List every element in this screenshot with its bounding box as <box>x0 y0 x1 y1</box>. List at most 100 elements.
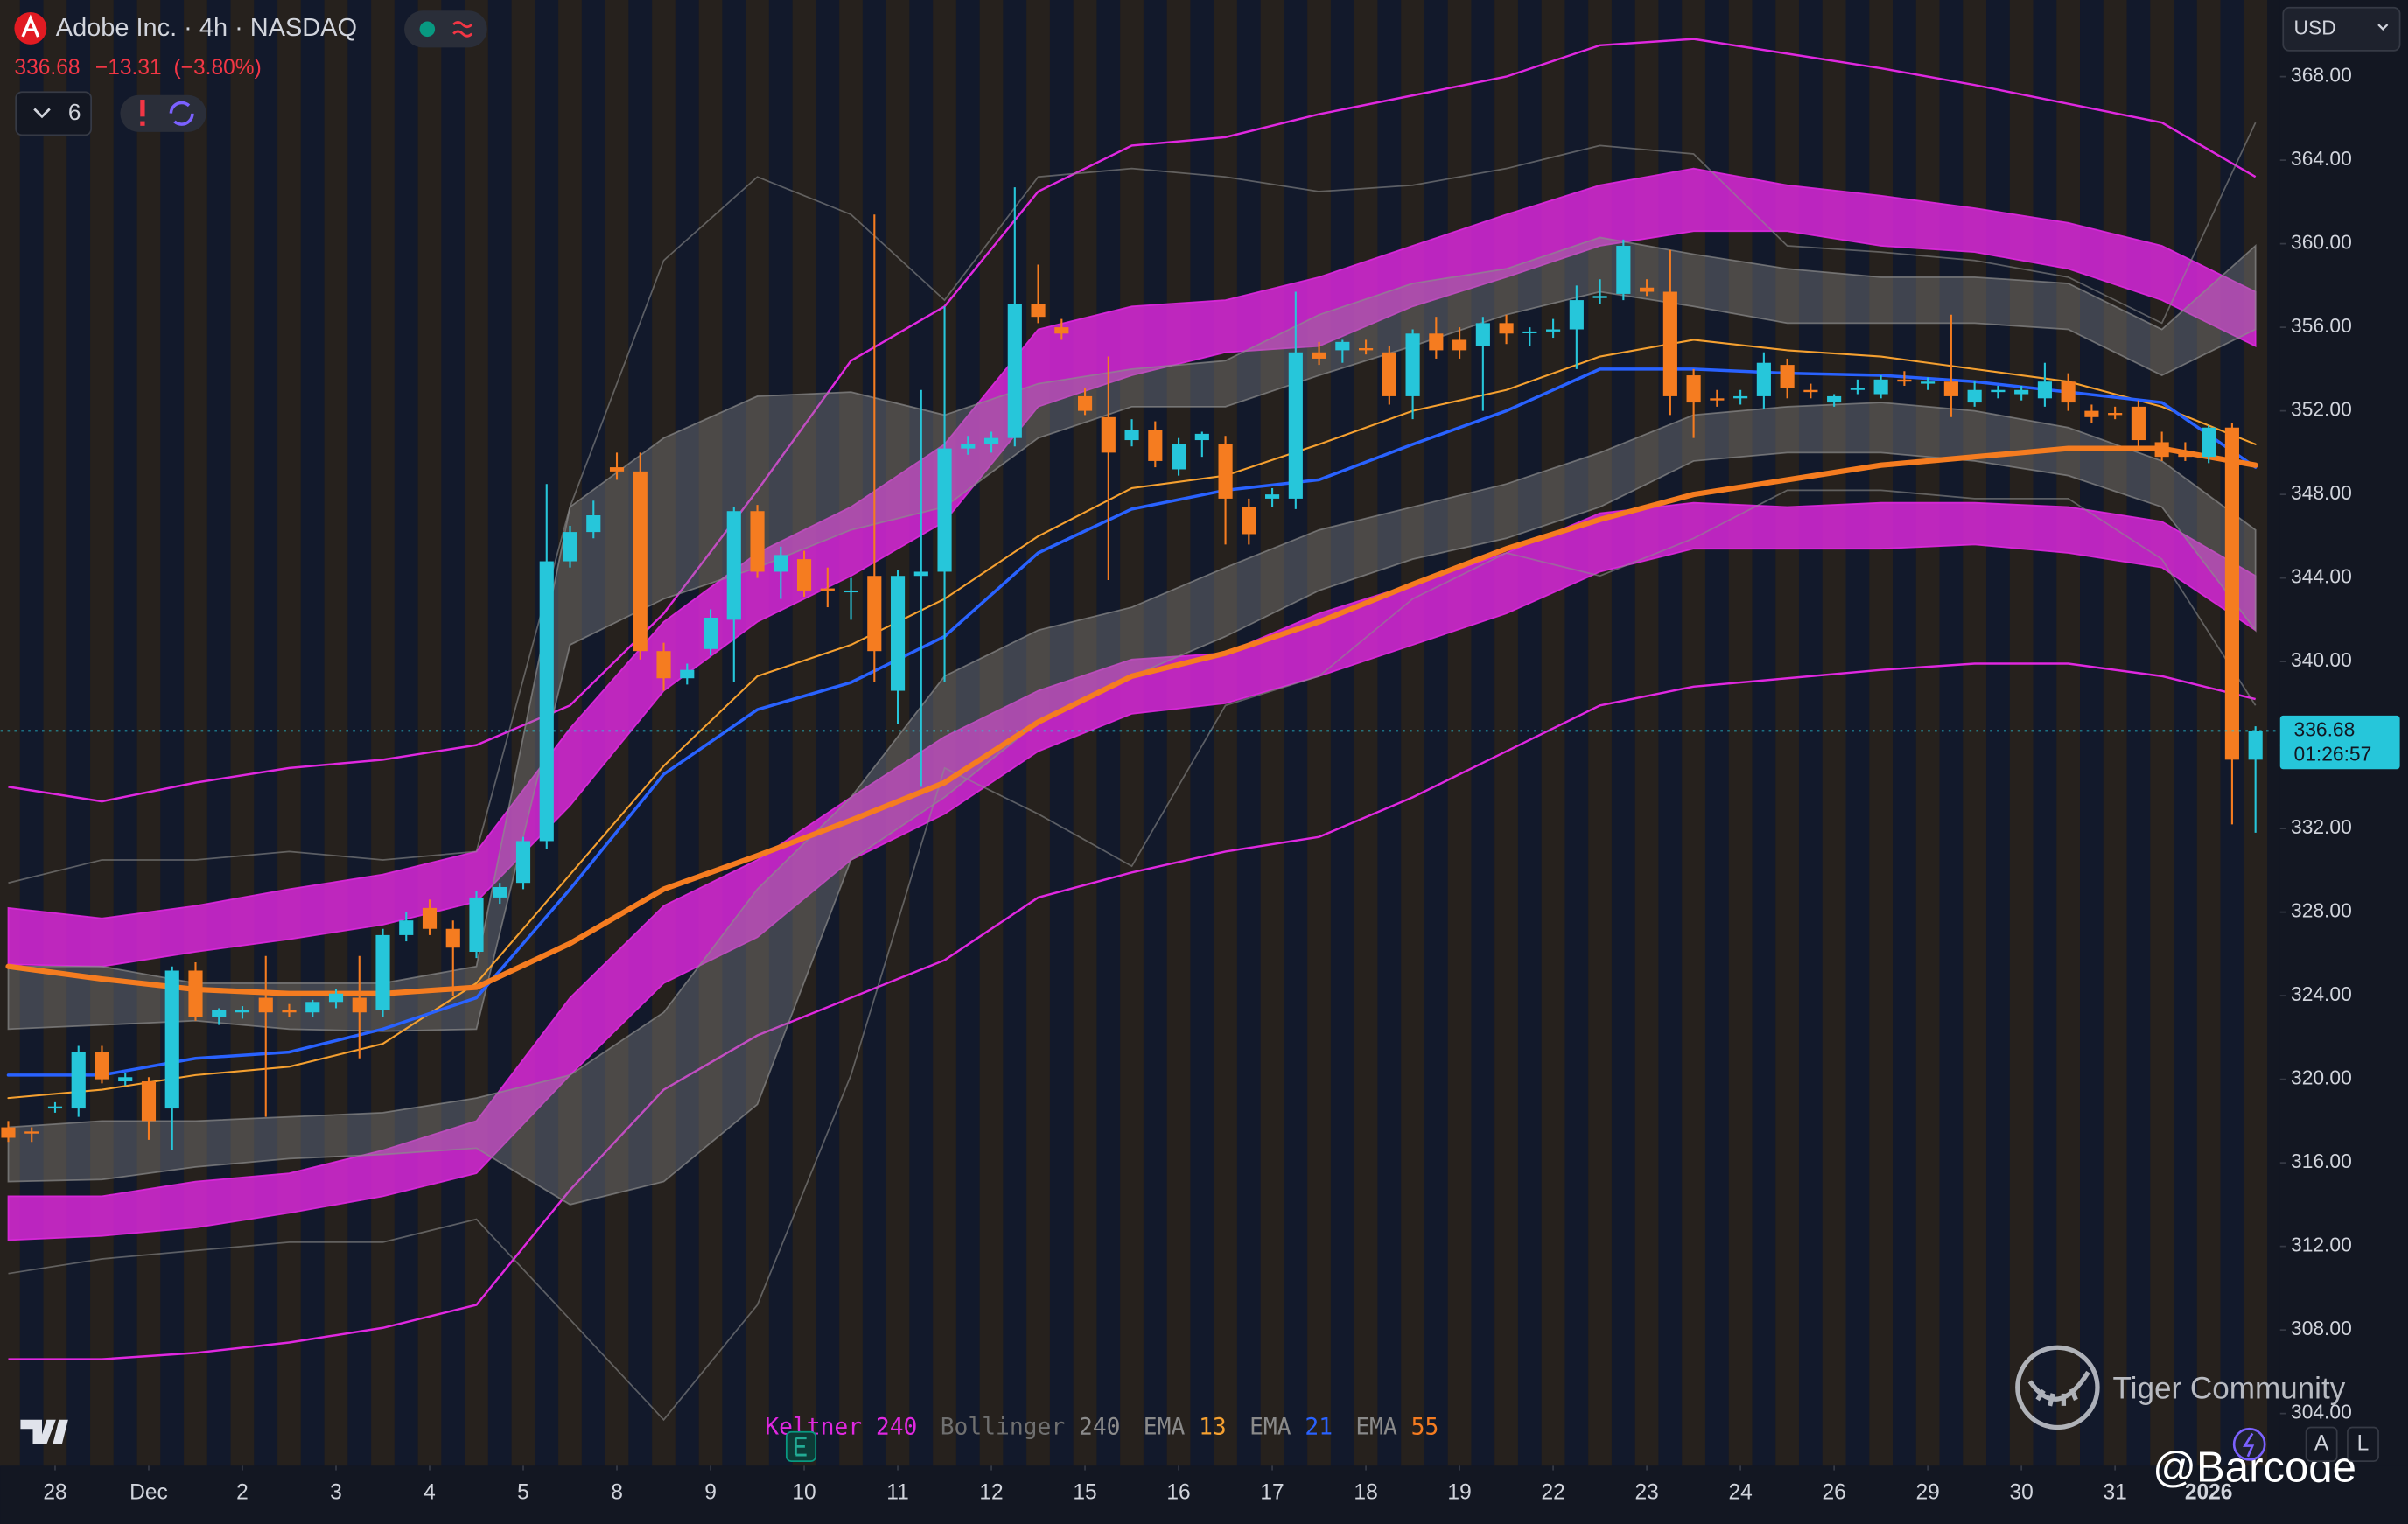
candle-body <box>94 1052 109 1080</box>
y-tick-label: 320.00 <box>2291 1066 2352 1089</box>
x-tick-label: 24 <box>1728 1480 1752 1504</box>
candle-body <box>1733 395 1748 399</box>
replay-button[interactable] <box>2232 1427 2266 1461</box>
currency-button[interactable] <box>2282 6 2401 52</box>
legend-length: 21 <box>1305 1414 1333 1440</box>
candle-body <box>961 444 976 449</box>
session-stripe <box>2056 0 2081 1466</box>
candle-body <box>750 511 765 572</box>
candle-body <box>1803 389 1818 393</box>
x-tick-label: 12 <box>979 1480 1003 1504</box>
symbol-logo-mark <box>21 14 40 38</box>
candle-body <box>1686 375 1701 403</box>
platform-logo <box>20 1419 68 1444</box>
time-axis <box>0 1465 2408 1524</box>
candle-body <box>1943 381 1958 396</box>
candle-body <box>2248 731 2263 760</box>
session-stripe <box>1120 0 1144 1466</box>
candle-body <box>2014 389 2029 395</box>
scale-button[interactable] <box>2347 1426 2379 1462</box>
candle-body <box>1405 333 1420 396</box>
candle-body <box>234 1010 250 1013</box>
candle-body <box>2061 381 2076 403</box>
session-stripe <box>206 0 231 1466</box>
session-stripe <box>1775 0 1799 1466</box>
session-stripe <box>1424 0 1448 1466</box>
candle-body <box>1616 246 1631 294</box>
x-tick-label: 28 <box>43 1480 66 1504</box>
session-stripe <box>1658 0 1683 1466</box>
alert-icon <box>140 100 145 117</box>
candle-body <box>1640 287 1655 292</box>
candle-body <box>844 590 858 593</box>
candle-body <box>1031 304 1046 318</box>
candle-body <box>493 886 508 898</box>
legend: Keltner 240 Bollinger 240 EMA 13 EMA 21 EMA 55 <box>765 1414 1438 1440</box>
session-stripe <box>394 0 418 1466</box>
session-stripe <box>371 0 395 1466</box>
legend-name: EMA <box>1144 1414 1186 1440</box>
candle-body <box>726 511 741 620</box>
candle-body <box>1522 331 1537 334</box>
x-tick-label: 26 <box>1822 1480 1845 1504</box>
session-stripe <box>1798 0 1823 1466</box>
candle-body <box>1452 339 1467 351</box>
x-tick-label: 22 <box>1541 1480 1564 1504</box>
legend-length: 13 <box>1199 1414 1227 1440</box>
session-stripe <box>768 0 793 1466</box>
session-stripe <box>300 0 325 1466</box>
candle-body <box>1850 388 1865 390</box>
session-stripe <box>1728 0 1753 1466</box>
community-logo-mark <box>2027 1370 2090 1407</box>
x-tick-label: 31 <box>2103 1480 2126 1504</box>
candle-body <box>1172 444 1186 470</box>
scale-button[interactable] <box>2305 1426 2338 1462</box>
candle-body <box>1359 348 1374 351</box>
candle-body <box>1288 352 1303 499</box>
session-stripe <box>816 0 840 1466</box>
session-stripe <box>43 0 67 1466</box>
status-pill[interactable] <box>404 10 487 48</box>
x-tick-label: 2 <box>236 1480 248 1504</box>
candle-body <box>703 617 718 649</box>
candle-body <box>1101 416 1116 453</box>
candle-body <box>71 1052 86 1109</box>
indicator-toggle[interactable] <box>15 91 93 136</box>
candle-body <box>141 1081 157 1122</box>
candle-body <box>515 841 531 884</box>
candle-body <box>796 559 812 591</box>
session-stripe <box>1260 0 1284 1466</box>
x-tick-label: 30 <box>2009 1480 2033 1504</box>
y-tick-label: 308.00 <box>2291 1317 2352 1339</box>
candle-body <box>352 997 367 1013</box>
session-stripe <box>1143 0 1167 1466</box>
candle-body <box>1148 430 1163 461</box>
session-stripe <box>347 0 372 1466</box>
session-stripe <box>160 0 185 1466</box>
x-tick-label: 19 <box>1447 1480 1471 1504</box>
candle-body <box>1499 323 1514 334</box>
session-stripe <box>19 0 44 1466</box>
y-tick-label: 364.00 <box>2291 147 2352 170</box>
indicator-count: 6 <box>68 99 81 125</box>
session-stripe <box>1401 0 1424 1466</box>
y-tick-label: 368.00 <box>2291 64 2352 87</box>
session-stripe <box>1284 0 1308 1466</box>
y-tick-label: 332.00 <box>2291 815 2352 838</box>
candle-body <box>24 1131 39 1134</box>
x-tick-label: 16 <box>1166 1480 1190 1504</box>
session-stripe <box>1307 0 1331 1466</box>
y-tick-label: 352.00 <box>2291 398 2352 421</box>
watermark: Tiger Community <box>2113 1372 2346 1406</box>
y-tick-label: 304.00 <box>2291 1401 2352 1423</box>
session-stripe <box>1752 0 1776 1466</box>
candle-body <box>820 588 835 591</box>
x-tick-label: 5 <box>517 1480 529 1504</box>
candle-body <box>445 928 460 948</box>
y-tick-label: 356.00 <box>2291 314 2352 337</box>
session-stripe <box>1166 0 1191 1466</box>
y-tick-label: 316.00 <box>2291 1150 2352 1172</box>
currency-chevron <box>2377 24 2389 31</box>
indicator-line <box>8 122 2257 884</box>
candle-body <box>328 993 344 1003</box>
